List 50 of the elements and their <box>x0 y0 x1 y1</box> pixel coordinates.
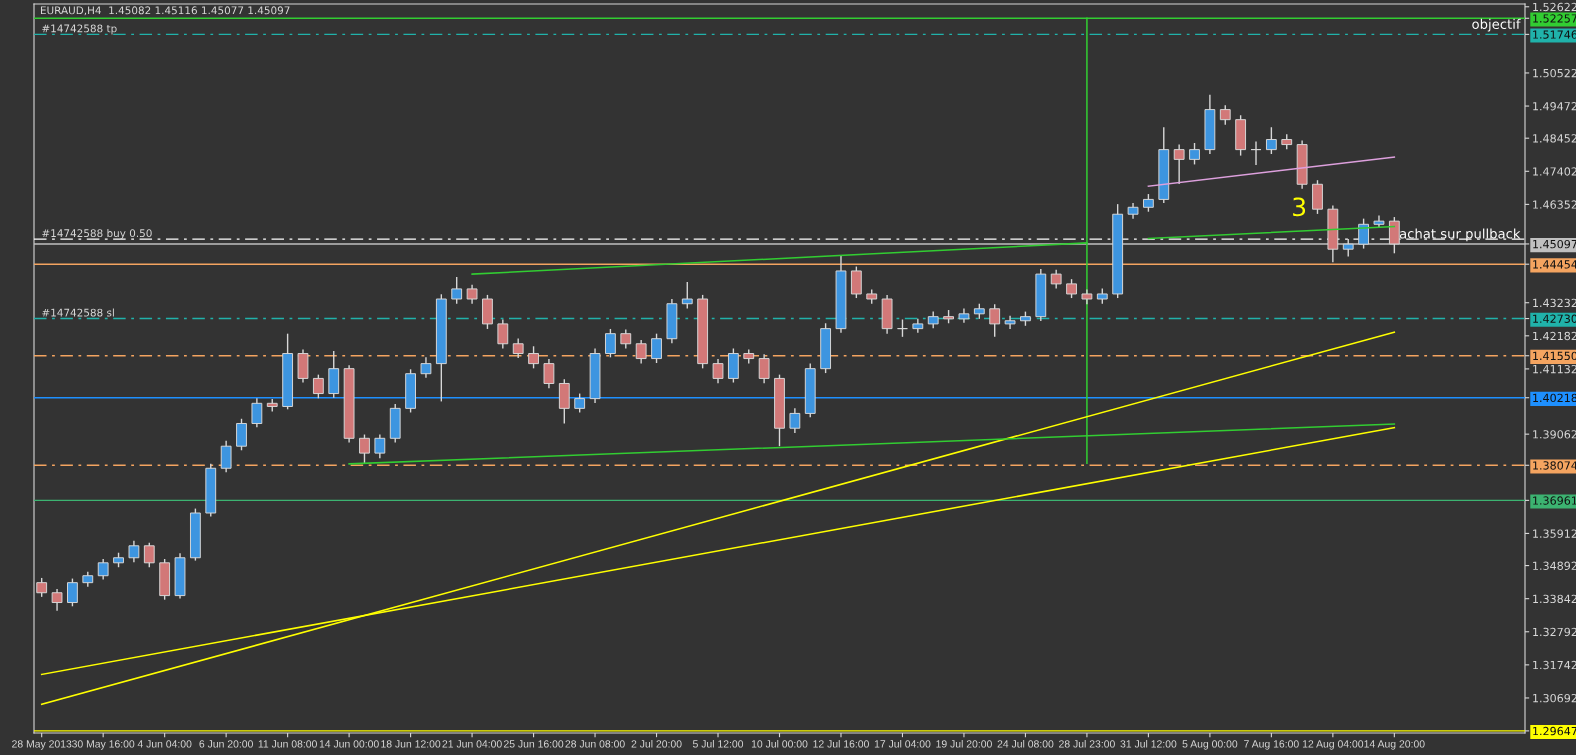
x-tick-label: 21 Jun 04:00 <box>442 740 502 748</box>
x-tick-label: 18 Jun 12:00 <box>381 740 441 748</box>
y-tick-label: 1.34892 <box>1533 561 1576 570</box>
x-tick-label: 7 Aug 16:00 <box>1244 740 1299 750</box>
x-tick-label: 11 Jun 08:00 <box>258 740 317 748</box>
x-tick-label: 24 Jul 08:00 <box>997 739 1054 748</box>
ref-line-label: #14742588 sl <box>42 308 114 317</box>
x-tick-label: 5 Jul 12:00 <box>692 739 744 748</box>
chart-title: EURAUD,H4 1.45082 1.45116 1.45077 1.45097 <box>40 6 290 16</box>
y-tick-label: 1.32792 <box>1533 627 1576 637</box>
x-tick-label: 4 Jun 04:00 <box>137 740 192 748</box>
y-tick-label: 1.48452 <box>1533 134 1576 143</box>
y-tick-label: 1.36961 <box>1533 496 1576 505</box>
x-tick-label: 14 Jun 00:00 <box>319 740 379 748</box>
y-tick-label: 1.35912 <box>1533 529 1576 538</box>
y-tick-label: 1.42182 <box>1533 331 1576 341</box>
x-tick-label: 5 Aug 00:00 <box>1182 740 1238 750</box>
x-tick-label: 17 Jul 04:00 <box>874 739 931 748</box>
x-tick-label: 28 Jun 08:00 <box>565 740 625 748</box>
annotation: objectif <box>1472 18 1521 32</box>
y-tick-label: 1.39062 <box>1533 430 1576 439</box>
y-tick-label: 1.46352 <box>1533 200 1576 209</box>
y-tick-label: 1.33842 <box>1533 594 1576 604</box>
x-tick-label: 19 Jul 20:00 <box>936 739 992 748</box>
x-tick-label: 10 Jul 00:00 <box>751 739 808 748</box>
x-tick-label: 28 May 2013 <box>12 740 72 750</box>
ref-line-label: #14742588 buy 0.50 <box>42 229 152 240</box>
y-tick-label: 1.30692 <box>1533 693 1576 703</box>
y-tick-label: 1.52622 <box>1533 2 1576 12</box>
x-tick-label: 12 Jul 16:00 <box>813 739 869 748</box>
y-tick-label: 1.50522 <box>1533 68 1576 78</box>
y-tick-label: 1.29647 <box>1533 726 1576 736</box>
annotation: 3 <box>1293 197 1306 217</box>
x-tick-label: 14 Aug 20:00 <box>1364 740 1425 750</box>
x-tick-label: 31 Jul 12:00 <box>1120 739 1177 748</box>
x-tick-label: 2 Jul 20:00 <box>631 739 682 748</box>
y-tick-label: 1.47402 <box>1533 167 1576 176</box>
x-tick-label: 25 Jun 16:00 <box>503 740 564 748</box>
annotation: achat sur pullback <box>1399 228 1521 242</box>
y-tick-label: 1.41132 <box>1533 364 1576 374</box>
x-tick-label: 6 Jun 20:00 <box>199 740 253 748</box>
y-tick-label: 1.43232 <box>1533 298 1576 308</box>
x-tick-label: 30 May 16:00 <box>72 740 135 750</box>
x-tick-label: 28 Jul 23:00 <box>1059 739 1115 748</box>
y-tick-label: 1.49472 <box>1533 102 1576 111</box>
y-tick-label: 1.31742 <box>1533 660 1576 670</box>
y-tick-label: 1.52257 <box>1533 14 1576 23</box>
ref-line-label: #14742588 tp <box>42 24 117 35</box>
y-tick-label: 1.45097 <box>1533 239 1576 249</box>
x-tick-label: 12 Aug 04:00 <box>1302 740 1364 750</box>
